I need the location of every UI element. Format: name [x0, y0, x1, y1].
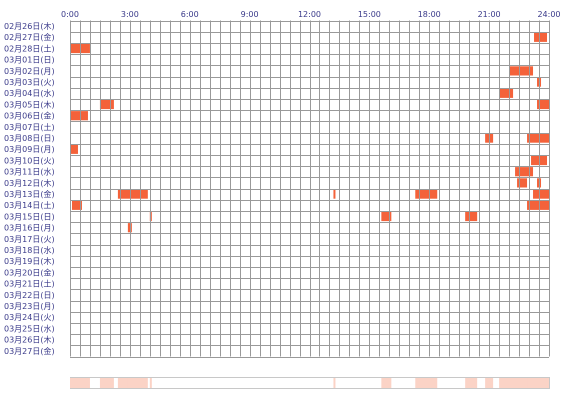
- activity-segment: [527, 200, 549, 210]
- x-tick-label: 9:00: [241, 10, 259, 19]
- summary-segment: [127, 378, 132, 388]
- row-label: 03月17日(火): [4, 235, 55, 244]
- row-label: 03月06日(金): [4, 111, 55, 121]
- row-label: 03月15日(日): [4, 212, 55, 221]
- summary-segment: [149, 378, 152, 388]
- summary-segment: [71, 378, 82, 388]
- row-label: 03月12日(木): [4, 178, 55, 188]
- row-label: 03月04日(水): [4, 88, 55, 98]
- summary-segment: [415, 378, 438, 388]
- activity-segment: [465, 211, 478, 222]
- summary-segment: [117, 378, 148, 388]
- row-label: 03月27日(金): [4, 346, 55, 356]
- row-label: 02月28日(土): [4, 43, 55, 53]
- activity-segment: [527, 133, 549, 143]
- summary-segment: [465, 378, 478, 388]
- activity-segment: [534, 32, 548, 42]
- row-label: 03月09日(月): [4, 145, 55, 154]
- row-label: 03月19日(木): [4, 256, 55, 266]
- activity-segment: [381, 211, 392, 222]
- row-label: 02月26日(木): [4, 21, 55, 31]
- activity-segment: [415, 189, 438, 199]
- x-tick-label: 0:00: [61, 10, 79, 19]
- x-tick-label: 18:00: [418, 10, 441, 19]
- row-label: 03月05日(木): [4, 99, 55, 109]
- summary-segment: [99, 378, 114, 388]
- activity-segment: [70, 144, 78, 154]
- row-label: 03月14日(土): [4, 200, 55, 210]
- row-label: 03月18日(水): [4, 245, 55, 255]
- activity-segment: [515, 167, 534, 177]
- x-tick-label: 21:00: [478, 10, 501, 19]
- row-label: 03月16日(月): [4, 224, 55, 233]
- activity-segment: [537, 99, 549, 110]
- row-label: 03月13日(金): [4, 189, 55, 199]
- row-label: 03月02日(月): [4, 67, 55, 76]
- activity-segment: [99, 99, 114, 110]
- row-label: 03月24日(火): [4, 313, 55, 322]
- row-label: 02月27日(金): [4, 32, 55, 42]
- row-label: 03月26日(木): [4, 335, 55, 345]
- row-label: 03月20日(金): [4, 267, 55, 277]
- row-label: 03月25日(水): [4, 323, 55, 333]
- x-tick-label: 24:00: [537, 10, 560, 19]
- row-label: 03月22日(日): [4, 291, 55, 300]
- activity-segment: [517, 178, 528, 188]
- activity-segment: [533, 189, 549, 199]
- x-tick-label: 3:00: [121, 10, 139, 19]
- row-label: 03月01日(日): [4, 56, 55, 65]
- x-tick-label: 6:00: [181, 10, 199, 19]
- plot-area: [70, 20, 549, 357]
- row-label: 03月10日(火): [4, 156, 55, 165]
- activity-segment: [127, 223, 132, 233]
- activity-segment: [117, 189, 148, 199]
- row-label: 03月03日(火): [4, 78, 55, 87]
- summary-segment: [485, 378, 494, 388]
- summary-segment: [517, 378, 528, 388]
- x-tick-label: 12:00: [298, 10, 321, 19]
- x-tick-label: 15:00: [358, 10, 381, 19]
- summary-segment: [499, 378, 514, 388]
- activity-segment: [71, 200, 82, 210]
- summary-segment: [527, 378, 549, 388]
- row-label: 03月23日(月): [4, 302, 55, 311]
- row-label: 03月08日(日): [4, 134, 55, 143]
- activity-segment: [509, 66, 534, 76]
- row-label: 03月11日(水): [4, 167, 55, 177]
- summary-segment: [381, 378, 392, 388]
- activity-segment: [499, 88, 514, 98]
- activity-segment: [70, 111, 88, 121]
- summary-segment: [333, 378, 336, 388]
- activity-segment: [70, 43, 90, 54]
- activity-segment: [333, 189, 336, 199]
- row-label: 03月07日(土): [4, 122, 55, 132]
- row-label: 03月21日(土): [4, 279, 55, 289]
